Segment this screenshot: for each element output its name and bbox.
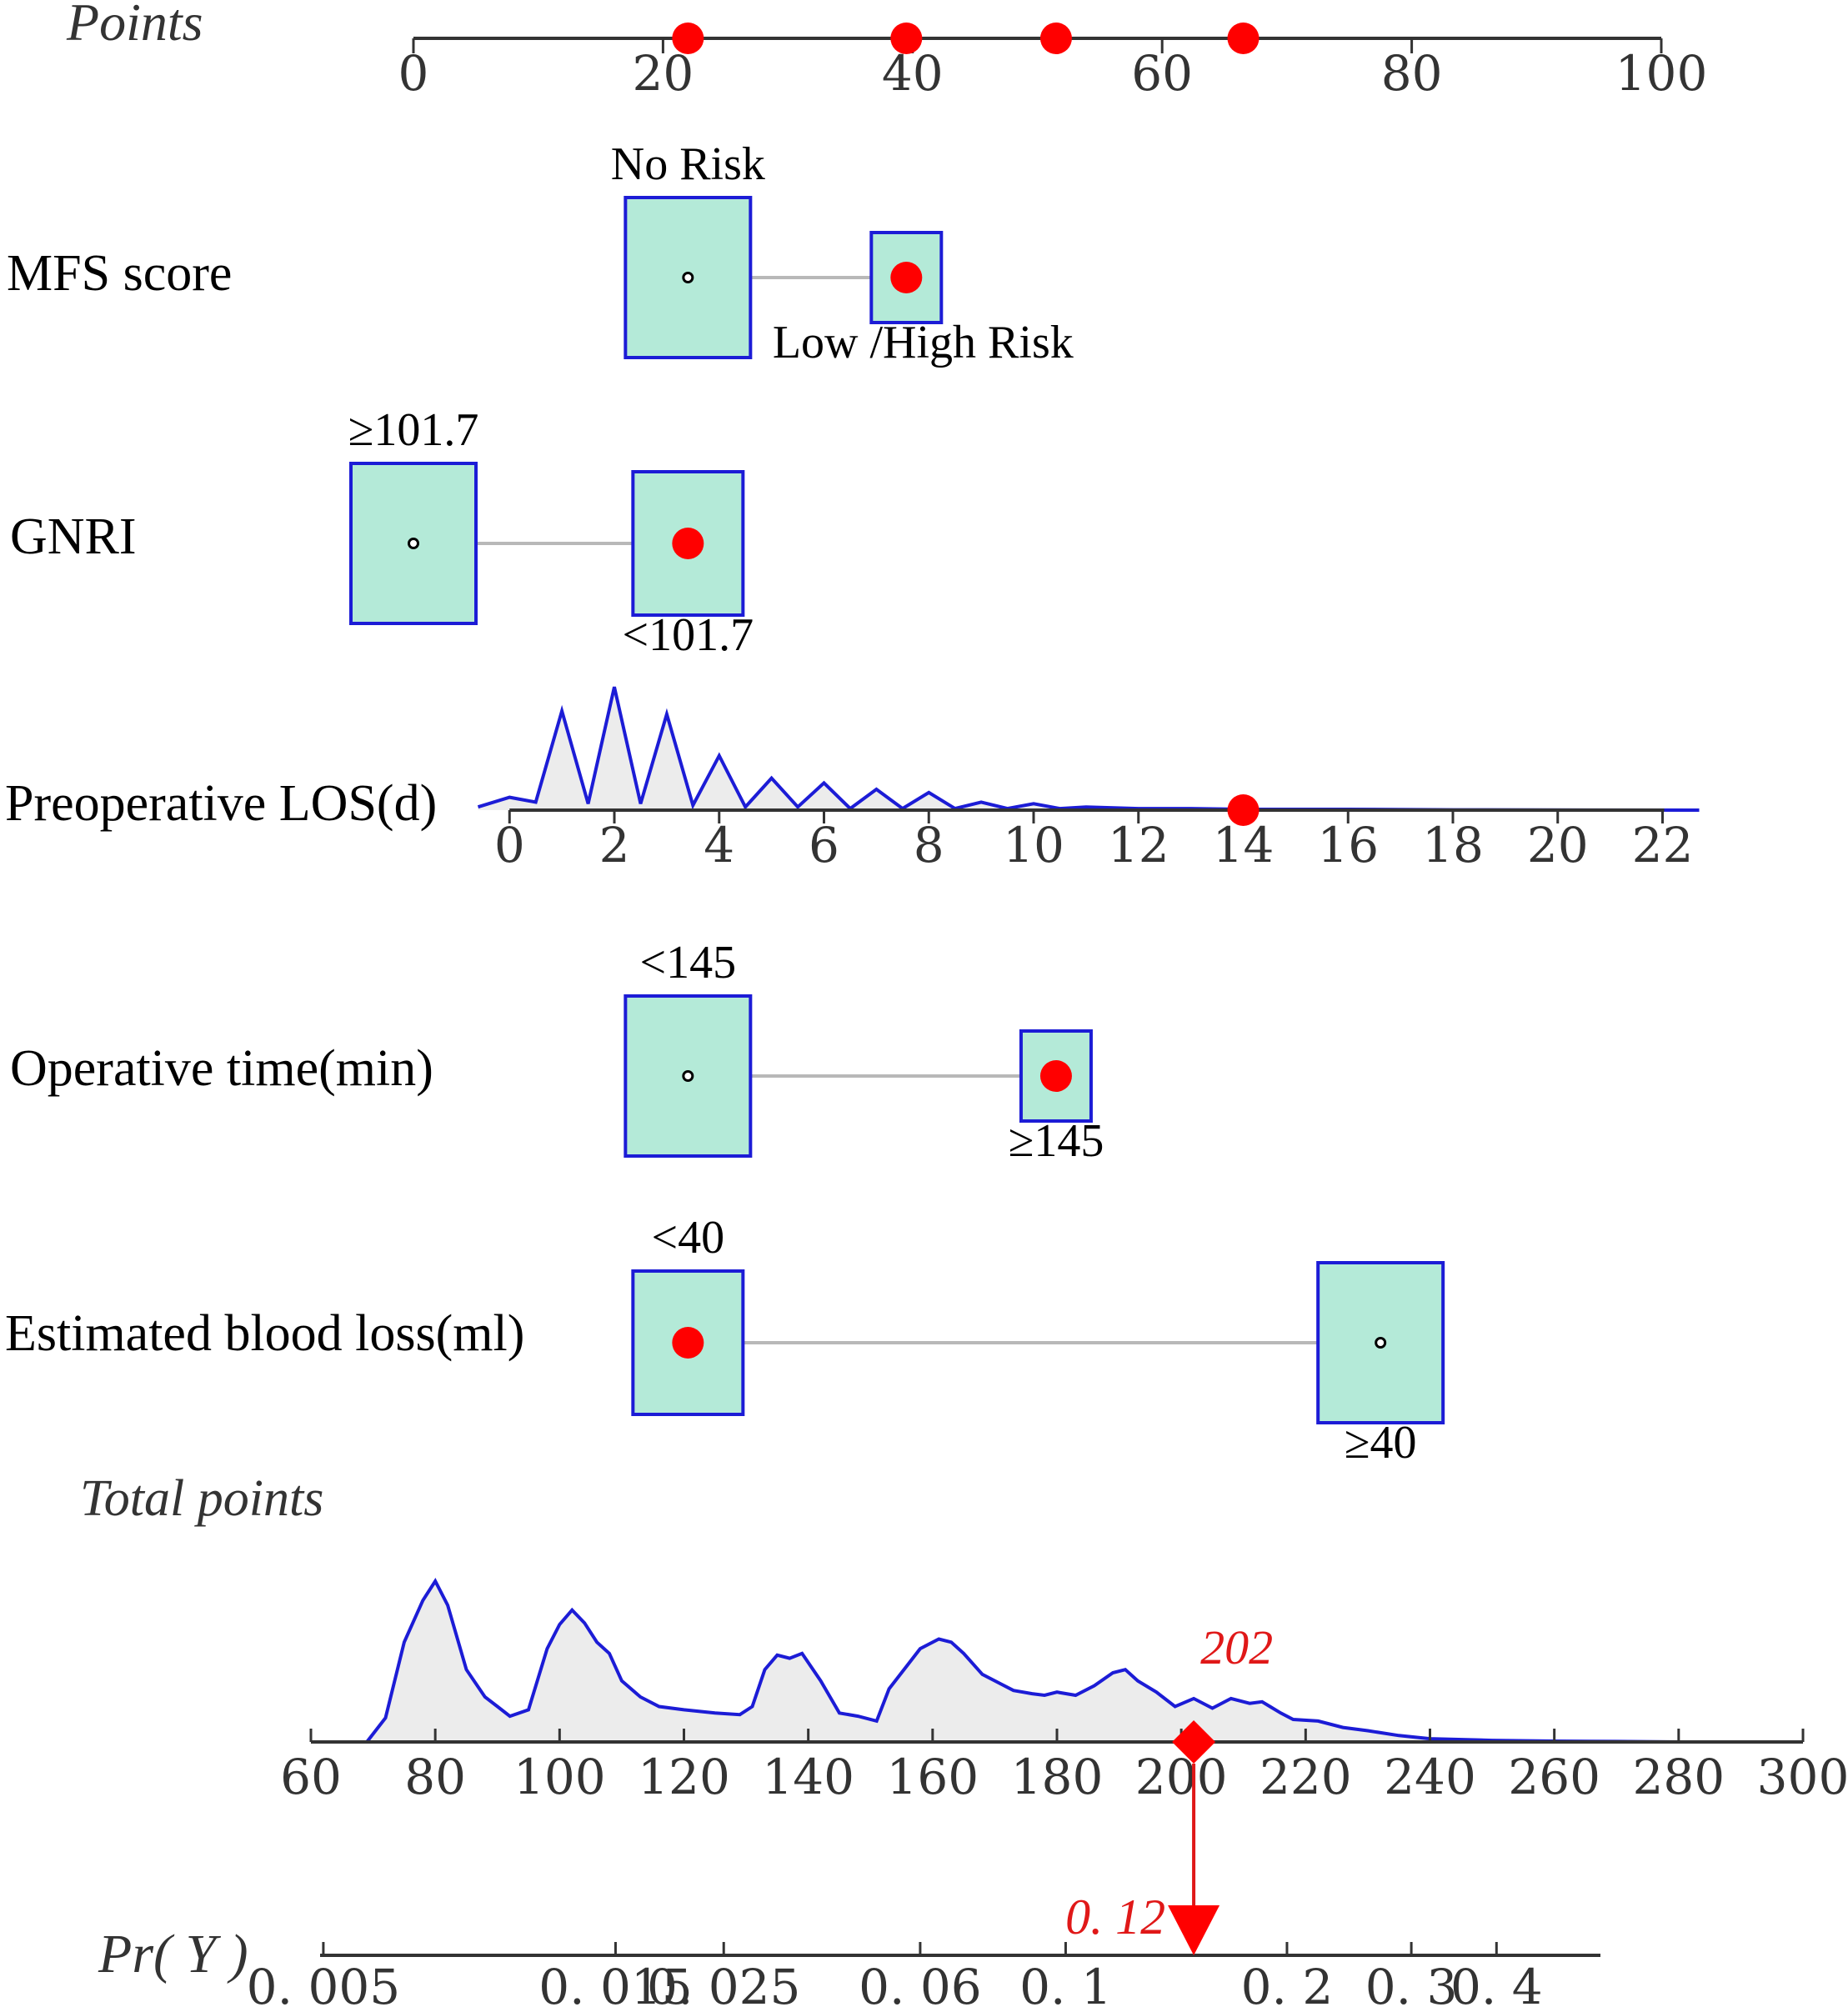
points-marker-1 [890, 23, 923, 54]
total-tick-label-100: 100 [513, 1749, 606, 1805]
points-marker-3 [1227, 23, 1260, 54]
total-tick-label-140: 140 [762, 1749, 854, 1805]
probability-tick-label-2: 0. 025 [647, 1959, 800, 2012]
selected-marker [672, 1327, 704, 1359]
total-points-ticks: 60 80 100 120 140 160 180 200 220 240 260 280 300 [280, 1729, 1848, 1805]
level-label-145: <145 [640, 937, 737, 988]
gnri-levels: ≥101.7 <101.7 [348, 404, 754, 661]
los-tick-label-22: 22 [1632, 817, 1694, 873]
points-tick-label-80: 80 [1381, 45, 1443, 102]
total-points-selected-marker [1172, 1720, 1216, 1764]
los-tick-label-0: 0 [494, 817, 525, 873]
level-box-low-high-risk [869, 231, 944, 324]
total-tick-label-120: 120 [638, 1749, 730, 1805]
preoperative-los-scale: 0 2 4 6 8 10 12 14 16 18 20 22 [477, 686, 1700, 873]
level-label-101-7: <101.7 [623, 609, 754, 661]
total-tick-label-280: 280 [1632, 1749, 1725, 1805]
level-center-dot [682, 1070, 694, 1082]
probability-tick-label-7: 0. 4 [1450, 1959, 1543, 2012]
los-tick-label-4: 4 [704, 817, 734, 873]
level-label-145: ≥145 [1009, 1115, 1104, 1167]
row-operative-time: Operative time(min) <145 ≥145 [10, 937, 1104, 1167]
los-tick-label-18: 18 [1422, 817, 1484, 873]
estimated-blood-loss-levels: <40 ≥40 [631, 1212, 1445, 1469]
points-axis-ticks: 0 20 40 60 80 100 [398, 38, 1708, 102]
probability-selected-label: 0. 12 [1065, 1889, 1165, 1944]
probability-tick-label-0: 0. 005 [247, 1959, 400, 2012]
level-box-145 [624, 994, 753, 1158]
total-tick-label-260: 260 [1508, 1749, 1600, 1805]
points-tick-label-20: 20 [632, 45, 694, 102]
level-label-40: ≥40 [1345, 1417, 1417, 1469]
operative-time-levels: <145 ≥145 [624, 937, 1104, 1167]
los-tick-label-10: 10 [1003, 817, 1064, 873]
level-label-40: <40 [652, 1212, 725, 1264]
probability-tick-label-4: 0. 1 [1019, 1959, 1112, 2012]
probability-tick-label-6: 0. 3 [1365, 1959, 1458, 2012]
points-tick-label-60: 60 [1131, 45, 1193, 102]
total-density-line [365, 1577, 1679, 1744]
variable-label-mfs-score: MFS score [7, 245, 232, 302]
points-marker-2 [1039, 23, 1072, 54]
probability-tick-label-3: 0. 06 [859, 1959, 982, 2012]
variable-label-estimated-blood-loss: Estimated blood loss(ml) [5, 1305, 524, 1362]
los-tick-label-12: 12 [1108, 817, 1169, 873]
level-label-low-high-risk: Low /High Risk [773, 317, 1074, 368]
variable-label-preoperative-los: Preoperative LOS(d) [5, 775, 437, 832]
points-tick-label-40: 40 [882, 45, 944, 102]
row-preoperative-los: Preoperative LOS(d) 0 2 4 6 8 10 12 14 16 18 20 22 [5, 686, 1700, 873]
total-points-selected-label: 202 [1200, 1620, 1273, 1674]
total-points-density [365, 1577, 1679, 1744]
total-tick-label-200: 200 [1135, 1749, 1228, 1805]
row-estimated-blood-loss: Estimated blood loss(ml) <40 ≥40 [5, 1212, 1445, 1469]
row-gnri: GNRI ≥101.7 <101.7 [10, 404, 754, 661]
total-points-title: Total points [80, 1470, 323, 1527]
selected-marker [890, 262, 923, 293]
probability-arrow-head [1168, 1905, 1220, 1955]
level-center-dot [1375, 1337, 1387, 1349]
level-center-dot [682, 272, 694, 283]
level-box-no-risk [624, 196, 753, 359]
selected-marker [672, 528, 704, 559]
variable-label-operative-time: Operative time(min) [10, 1040, 433, 1097]
los-tick-label-16: 16 [1317, 817, 1379, 873]
los-tick-label-6: 6 [809, 817, 839, 873]
mfs-score-levels: No Risk Low /High Risk [611, 138, 1074, 368]
total-tick-label-300: 300 [1757, 1749, 1848, 1805]
total-tick-label-240: 240 [1384, 1749, 1476, 1805]
los-density-fill [478, 687, 1700, 810]
total-points-axis: Total points 60 80 100 120 140 160 180 200 220 24… [80, 1470, 1848, 1805]
points-axis: Points 0 20 40 60 80 100 [66, 0, 1707, 102]
level-label-no-risk: No Risk [611, 138, 765, 190]
probability-axis-title: Pr( Y ) [98, 1924, 248, 1984]
total-tick-label-80: 80 [404, 1749, 466, 1805]
level-center-dot [408, 538, 419, 549]
probability-tick-label-1: 0. 015 [538, 1959, 692, 2012]
los-tick-label-2: 2 [599, 817, 630, 873]
points-axis-title: Points [66, 0, 203, 52]
los-tick-label-20: 20 [1527, 817, 1589, 873]
probability-tick-label-5: 0. 2 [1241, 1959, 1334, 2012]
points-marker-0 [672, 23, 704, 54]
total-tick-label-160: 160 [886, 1749, 979, 1805]
total-density-fill [367, 1581, 1679, 1742]
level-label-101-7: ≥101.7 [348, 404, 479, 456]
variable-label-gnri: GNRI [10, 508, 137, 565]
points-tick-label-0: 0 [398, 45, 429, 102]
los-selected-marker [1227, 794, 1260, 826]
total-tick-label-220: 220 [1260, 1749, 1352, 1805]
points-tick-label-100: 100 [1615, 45, 1708, 102]
total-tick-label-180: 180 [1011, 1749, 1104, 1805]
points-axis-markers [672, 23, 1260, 54]
row-mfs-score: MFS score No Risk Low /High Risk [7, 138, 1074, 368]
los-tick-label-8: 8 [914, 817, 944, 873]
total-tick-label-60: 60 [280, 1749, 342, 1805]
los-tick-label-14: 14 [1213, 817, 1275, 873]
selected-marker [1039, 1060, 1072, 1092]
